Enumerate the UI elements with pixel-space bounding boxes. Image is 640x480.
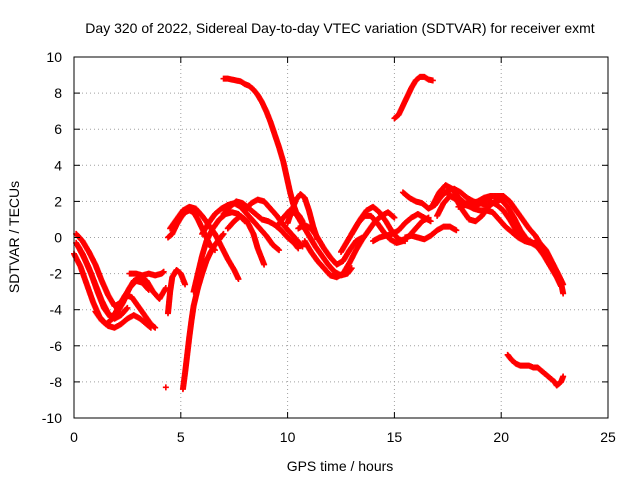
y-tick-label: 0 [54,230,62,246]
data-point [124,304,131,311]
data-point [348,265,355,272]
data-point [427,218,434,225]
chart-title: Day 320 of 2022, Sidereal Day-to-day VTE… [85,20,594,36]
y-tick-label: -2 [50,266,63,282]
y-tick-label: -10 [42,410,62,426]
data-point [261,261,268,268]
data-point [298,242,305,249]
x-axis-label: GPS time / hours [287,458,394,474]
data-point [537,248,544,255]
data-point [558,283,565,290]
series-s4 [75,243,152,320]
data-point [560,373,567,380]
series-s6 [126,268,167,279]
data-point [391,214,398,221]
x-tick-label: 25 [600,429,616,445]
series-s7 [164,266,189,317]
data-point [147,324,154,331]
x-tick-label: 15 [387,429,403,445]
x-tick-label: 0 [70,429,78,445]
data-point [429,77,436,84]
series-s14 [224,212,268,268]
data-point [453,227,460,234]
data-point [220,230,227,237]
axis-ticks: 0 5 10 15 20 25 -10 -8 -6 -4 -2 0 2 4 6 8 10 [42,49,616,445]
data-point [145,286,152,293]
series-s19 [295,221,366,268]
y-tick-label: -6 [50,338,63,354]
data-point [276,247,283,254]
series-s10 [179,230,227,393]
series-s30 [455,198,545,255]
data-point [182,281,189,288]
data-point [162,384,169,391]
series-s25 [391,73,436,122]
series-s32 [162,384,169,391]
data-marks [71,73,567,393]
y-tick-label: 10 [46,49,62,65]
x-tick-label: 20 [493,429,509,445]
y-tick-label: 2 [54,193,62,209]
y-tick-label: -4 [50,302,63,318]
y-axis-label: SDTVAR / TECUs [6,181,22,293]
y-tick-label: 4 [54,157,62,173]
x-tick-label: 5 [177,429,185,445]
data-point [299,243,306,250]
x-tick-label: 10 [280,429,296,445]
data-point [123,305,130,312]
data-point [160,268,167,275]
data-point [560,290,567,297]
series-s5 [92,308,154,331]
data-point [144,285,151,292]
y-tick-label: -8 [50,374,63,390]
y-tick-label: 6 [54,121,62,137]
series-s17 [284,191,321,243]
data-point [295,245,302,252]
data-point [538,248,545,255]
series-s24 [402,223,460,243]
series-s23 [370,211,434,245]
data-point [235,276,242,283]
series-s31 [504,351,567,389]
y-tick-label: 8 [54,85,62,101]
